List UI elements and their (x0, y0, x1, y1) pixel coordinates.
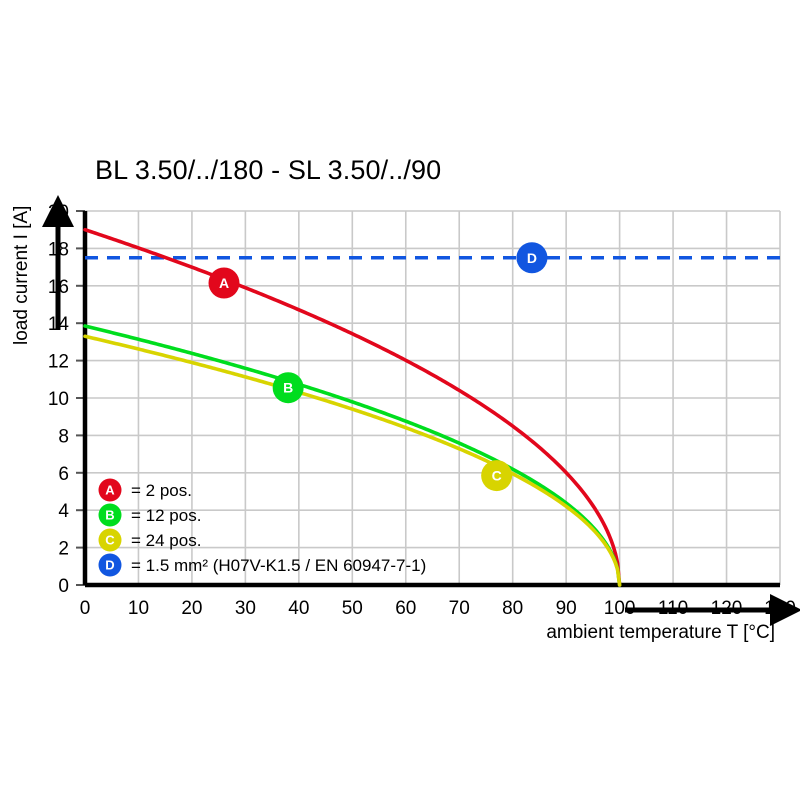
y-tick-label: 6 (58, 464, 69, 485)
curve-markers: A B C D (208, 242, 548, 492)
gridlines (85, 210, 781, 585)
y-tick-label: 0 (58, 576, 69, 597)
svg-text:B: B (283, 380, 293, 396)
y-tick-label: 4 (58, 501, 69, 522)
svg-text:A: A (219, 275, 229, 291)
legend-item-a[interactable]: A = 2 pos. (98, 478, 192, 502)
legend-marker-letter: A (105, 483, 115, 498)
marker-d[interactable]: D (516, 242, 548, 274)
legend: A = 2 pos. B = 12 pos. C = 24 pos. D = 1.5 mm² … (98, 478, 427, 577)
y-tick-label: 8 (58, 426, 69, 447)
y-axis-title: load current I [A] (11, 206, 32, 345)
y-tick-label: 10 (48, 389, 69, 410)
marker-b[interactable]: B (272, 372, 304, 404)
x-tick-label: 30 (235, 598, 256, 619)
axis-lines (82, 211, 780, 588)
legend-item-label: = 24 pos. (131, 531, 201, 550)
marker-c[interactable]: C (481, 460, 513, 492)
legend-item-b[interactable]: B = 12 pos. (98, 503, 202, 527)
x-tick-label: 50 (342, 598, 363, 619)
chart-title: BL 3.50/../180 - SL 3.50/../90 (95, 155, 442, 185)
curve-A (83, 227, 622, 587)
y-tick-label: 2 (58, 539, 69, 560)
x-tick-label: 20 (181, 598, 202, 619)
svg-text:C: C (492, 468, 502, 484)
axis-titles: ambient temperature T [°C] load current I… (11, 206, 775, 643)
x-tick-label: 60 (395, 598, 416, 619)
legend-marker-letter: C (105, 533, 115, 548)
legend-item-d[interactable]: D = 1.5 mm² (H07V-K1.5 / EN 60947-7-1) (98, 553, 427, 577)
x-tick-labels: 0102030405060708090100110120130 (80, 598, 796, 619)
y-tick-label: 12 (48, 352, 69, 373)
legend-item-label: = 12 pos. (131, 506, 201, 525)
legend-item-c[interactable]: C = 24 pos. (98, 528, 202, 552)
curve-C (83, 334, 622, 587)
legend-marker-letter: D (105, 558, 114, 573)
x-tick-label: 80 (502, 598, 523, 619)
x-tick-label: 0 (80, 598, 91, 619)
svg-text:D: D (527, 250, 537, 266)
curve-B (83, 324, 622, 587)
x-tick-label: 100 (604, 598, 636, 619)
x-tick-label: 10 (128, 598, 149, 619)
x-axis-title: ambient temperature T [°C] (546, 622, 775, 643)
marker-a[interactable]: A (208, 267, 240, 299)
axis-arrows (41, 195, 800, 626)
x-tick-label: 40 (288, 598, 309, 619)
x-tick-label: 90 (556, 598, 577, 619)
legend-item-label: = 1.5 mm² (H07V-K1.5 / EN 60947-7-1) (131, 556, 426, 575)
legend-marker-letter: B (105, 508, 114, 523)
x-tick-label: 70 (449, 598, 470, 619)
y-tick-label: 20 (48, 202, 69, 223)
legend-item-label: = 2 pos. (131, 481, 192, 500)
data-curves (83, 227, 622, 587)
